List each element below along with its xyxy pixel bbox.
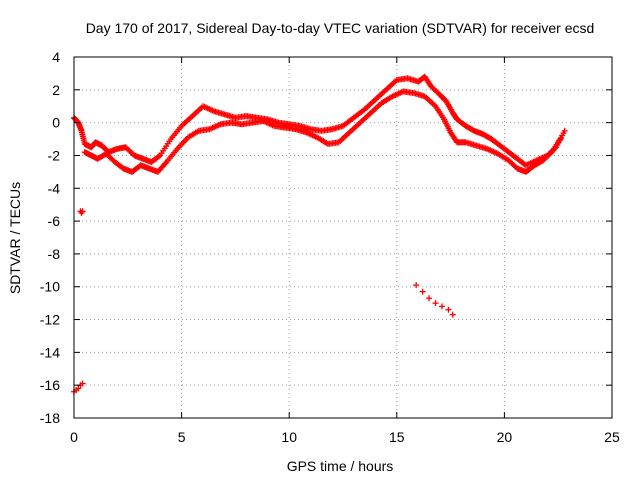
data-point	[547, 150, 554, 157]
y-tick-label: 0	[52, 115, 60, 131]
axis-ticks	[73, 56, 613, 419]
y-tick-label: -18	[40, 410, 60, 426]
data-point	[155, 153, 162, 160]
y-tick-label: -10	[40, 279, 60, 295]
y-tick-label: -6	[48, 213, 61, 229]
y-tick-label: -16	[40, 377, 60, 393]
x-tick-label: 0	[70, 429, 78, 445]
y-axis-label: SDTVAR / TECUs	[7, 182, 23, 294]
data-points	[71, 73, 568, 395]
data-point	[438, 303, 445, 310]
x-tick-label: 15	[389, 429, 405, 445]
y-tick-label: -4	[48, 180, 61, 196]
series-0	[71, 73, 568, 169]
x-tick-label: 20	[497, 429, 513, 445]
chart-title: Day 170 of 2017, Sidereal Day-to-day VTE…	[86, 20, 595, 36]
data-point	[419, 288, 426, 295]
data-point	[445, 306, 452, 313]
series-2	[71, 208, 456, 395]
data-point	[426, 295, 433, 302]
y-tick-label: 2	[52, 82, 60, 98]
grid-lines	[74, 57, 612, 418]
y-tick-label: -2	[48, 147, 61, 163]
y-tick-label: 4	[52, 49, 60, 65]
x-tick-label: 5	[178, 429, 186, 445]
y-tick-label: -8	[48, 246, 61, 262]
data-point	[561, 127, 568, 134]
data-point	[432, 300, 439, 307]
series-1	[81, 88, 564, 175]
plot-frame	[73, 56, 613, 419]
x-tick-label: 25	[604, 429, 620, 445]
data-point	[557, 136, 564, 143]
y-tick-label: -12	[40, 312, 60, 328]
data-point	[79, 208, 86, 215]
x-axis-label: GPS time / hours	[287, 458, 394, 474]
y-tick-label: -14	[40, 344, 60, 360]
x-tick-label: 10	[281, 429, 297, 445]
data-point	[79, 380, 86, 387]
data-point	[449, 311, 456, 318]
data-point	[413, 282, 420, 289]
data-point	[75, 385, 82, 392]
